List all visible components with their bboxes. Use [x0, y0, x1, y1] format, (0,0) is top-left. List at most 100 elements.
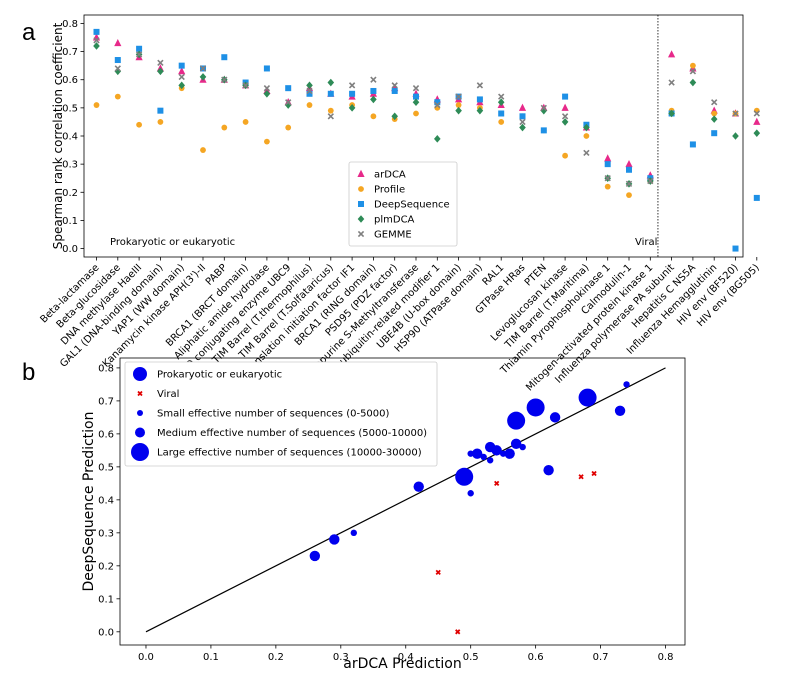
a-point-GEMME-11: [327, 113, 334, 120]
b-viral-point-1: [455, 629, 461, 635]
b-prok-point-2: [350, 529, 357, 537]
a-point-plmDCA-0: [93, 42, 100, 50]
a-point-GEMME-26-stroke-2: [647, 177, 654, 185]
a-point-DeepSequence-0: [93, 28, 100, 35]
b-legend-label-3: Medium effective number of sequences (50…: [157, 428, 427, 439]
a-ytick-label-4: 0.4: [62, 132, 78, 143]
a-point-DeepSequence-9: [285, 85, 292, 92]
a-point-GEMME-27-stroke-2: [668, 79, 675, 86]
a-point-plmDCA-19: [497, 98, 505, 107]
a-point-DeepSequence-19: [498, 110, 505, 117]
a-point-plmDCA-30: [732, 132, 739, 140]
a-point-plmDCA-5: [199, 73, 207, 81]
b-legend-marker-4: [131, 443, 149, 461]
a-point-DeepSequence-25: [626, 166, 632, 173]
a-point-plmDCA-12: [348, 104, 356, 112]
a-point-GEMME-31: [753, 110, 760, 117]
a-point-arDCA-4: [178, 67, 186, 75]
a-point-Profile-24: [604, 183, 611, 190]
a-point-DeepSequence-22: [562, 93, 569, 100]
a-point-arDCA-1: [114, 38, 122, 47]
a-legend-marker-plmDCA: [357, 215, 365, 223]
a-point-GEMME-0: [93, 37, 100, 44]
a-point-GEMME-2: [135, 51, 143, 58]
a-point-GEMME-5: [199, 65, 207, 72]
b-ytick-label-7: 0.7: [98, 396, 114, 407]
a-point-Profile-19: [498, 119, 505, 125]
b-prok-point-16: [519, 443, 526, 451]
a-point-Profile-10: [306, 102, 313, 108]
b-ytick-label-0: 0.0: [98, 627, 114, 638]
a-point-GEMME-10: [306, 87, 313, 95]
b-legend-marker-0: [133, 367, 147, 381]
a-point-plmDCA-13: [370, 95, 377, 104]
a-point-GEMME-1-stroke-2: [114, 65, 121, 72]
a-legend-label-GEMME: GEMME: [374, 230, 412, 241]
a-point-arDCA-24: [604, 154, 612, 162]
a-point-GEMME-12-stroke-2: [348, 82, 356, 89]
b-prok-point-22: [623, 381, 630, 388]
a-point-plmDCA-4: [178, 81, 185, 90]
a-point-GEMME-8-stroke-2: [263, 84, 271, 92]
a-point-GEMME-31-stroke-2: [753, 110, 760, 117]
b-ytick-label-1: 0.1: [98, 594, 114, 605]
panel-a-letter: a: [22, 19, 36, 46]
b-legend-label-2: Small effective number of sequences (0-5…: [157, 409, 390, 420]
a-point-GEMME-25: [625, 180, 633, 188]
b-legend-box: [124, 361, 438, 467]
b-legend-label-0: Prokaryotic or eukaryotic: [157, 370, 282, 381]
b-legend-label-4: Large effective number of sequences (100…: [157, 448, 422, 459]
b-prok-point-0: [309, 550, 321, 562]
a-point-plmDCA-23: [583, 123, 590, 132]
a-point-DeepSequence-18: [476, 96, 483, 103]
b-prok-point-1: [329, 534, 340, 545]
a-point-Profile-23: [583, 133, 590, 139]
a-point-GEMME-24-stroke-2: [604, 175, 611, 182]
a-point-plmDCA-28: [689, 78, 697, 87]
a-point-GEMME-22: [561, 113, 569, 120]
a-point-GEMME-19-stroke-2: [498, 93, 505, 100]
a-point-GEMME-28-stroke-2: [689, 68, 697, 75]
b-ytick-label-4: 0.4: [98, 495, 114, 506]
a-point-GEMME-10-stroke-2: [306, 87, 313, 95]
a-point-plmDCA-3: [157, 67, 164, 76]
a-point-DeepSequence-16: [434, 99, 441, 106]
b-viral-point-0: [435, 569, 441, 576]
b-xtick-label-8: 0.8: [658, 652, 674, 663]
a-point-plmDCA-11: [327, 78, 335, 87]
b-diagonal-line: [145, 367, 666, 633]
a-point-Profile-25: [626, 192, 632, 198]
b-viral-point-3: [578, 474, 584, 480]
a-point-GEMME-7-stroke-2: [242, 82, 249, 89]
b-prok-point-7: [471, 448, 483, 459]
a-point-GEMME-24: [604, 175, 611, 182]
b-viral-point-4-stroke-2: [591, 470, 597, 477]
a-point-DeepSequence-11: [327, 90, 334, 97]
b-legend-marker-1-stroke-2: [137, 390, 143, 397]
a-point-DeepSequence-28: [689, 141, 696, 148]
a-legend-marker-Profile: [358, 186, 364, 192]
a-point-Profile-7: [242, 119, 249, 125]
a-point-GEMME-22-stroke-2: [561, 113, 569, 120]
a-point-DeepSequence-21: [540, 127, 547, 134]
b-legend-label-1: Viral: [157, 389, 179, 400]
a-point-GEMME-21-stroke-2: [540, 104, 547, 112]
b-prok-point-10: [486, 457, 494, 464]
b-ytick-label-6: 0.6: [98, 429, 114, 440]
b-ytick-label-2: 0.2: [98, 561, 114, 572]
a-point-GEMME-4-stroke-2: [178, 73, 185, 81]
a-point-Profile-28: [690, 62, 696, 69]
a-point-plmDCA-8: [263, 89, 271, 98]
b-prok-point-21: [614, 405, 626, 416]
b-ytick-label-5: 0.5: [98, 462, 114, 473]
a-point-GEMME-6: [221, 76, 228, 83]
a-series-GEMME: [93, 37, 760, 188]
b-ytick-label-3: 0.3: [98, 528, 114, 539]
a-legend-marker-DeepSequence: [358, 201, 364, 207]
a-point-DeepSequence-15: [413, 93, 419, 100]
a-legend-marker-GEMME: [357, 230, 365, 238]
b-prok-point-3: [413, 481, 424, 492]
a-point-DeepSequence-29: [711, 130, 718, 137]
a-point-plmDCA-29: [710, 115, 718, 123]
a-point-GEMME-25-stroke-2: [625, 180, 633, 188]
